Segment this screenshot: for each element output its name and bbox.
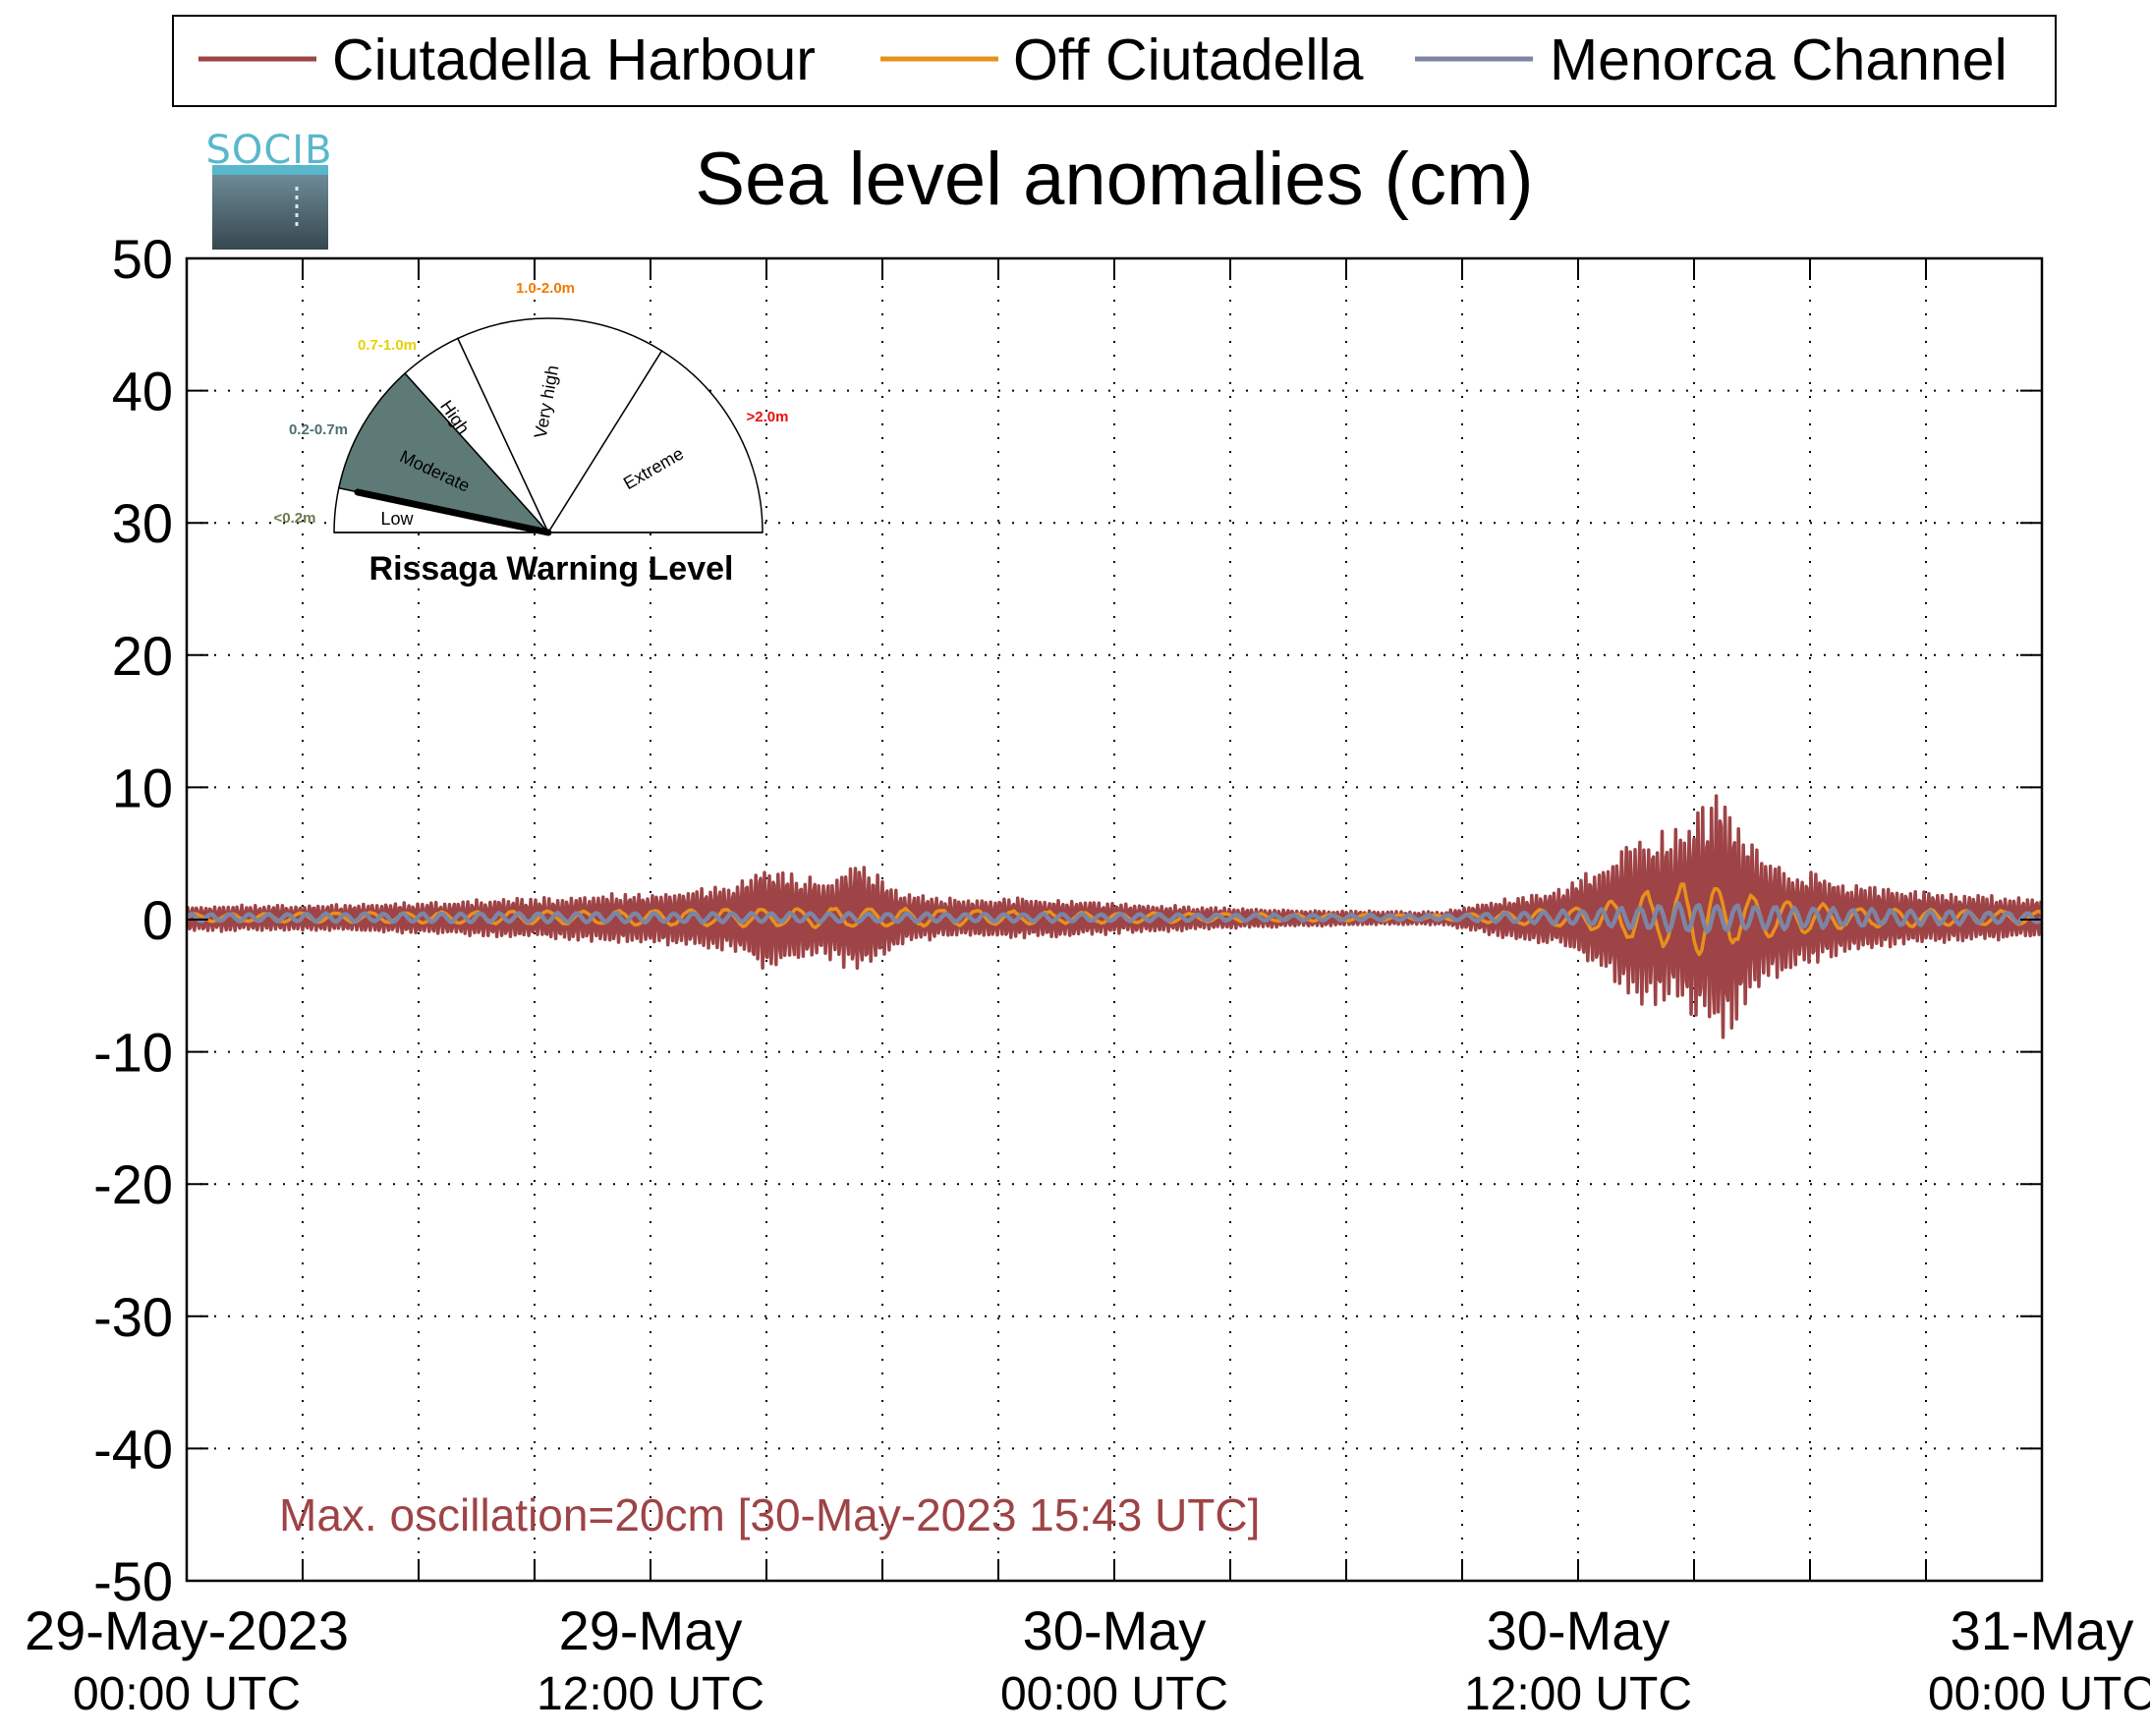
gauge-sector-moderate [337,371,551,534]
socib-logo: SOCIB [205,128,332,250]
series-layer [187,794,2042,1039]
x-tick-label-date: 29-May-2023 [25,1599,349,1661]
x-tick-label-time: 00:00 UTC [1928,1668,2150,1720]
x-tick-label-date: 29-May [559,1599,743,1661]
x-tick-label-time: 00:00 UTC [73,1668,301,1720]
max-oscillation-annotation: Max. oscillation=20cm [30-May-2023 15:43… [279,1489,1260,1540]
gauge-title: Rissaga Warning Level [369,550,734,588]
y-tick-label: 10 [112,756,173,818]
x-axis-tick-labels: 29-May-2023 00:00 UTC 29-May 12:00 UTC 30-Ma… [25,1599,2150,1720]
x-tick-label-date: 30-May [1023,1599,1207,1661]
socib-logo-block [212,175,328,250]
gauge-range-low: <0.2m [274,510,316,527]
legend-label-menorca-channel: Menorca Channel [1550,28,2008,92]
y-tick-label: -30 [93,1286,173,1348]
y-tick-label: -40 [93,1418,173,1480]
axis-ticks [187,257,2042,1582]
x-tick-label-date: 31-May [1951,1599,2134,1661]
x-tick-label-time: 12:00 UTC [1464,1668,1692,1720]
gauge-range-high: 0.7-1.0m [358,337,417,354]
gauge-sectors [333,317,764,534]
y-tick-label: -50 [93,1550,173,1612]
rissaga-warning-gauge: Rissaga Warning Level Low Moderate High … [274,280,789,588]
series-line-ciutadella-harbour [187,794,2042,1039]
gauge-sector-very-high [456,317,663,534]
y-tick-label: -10 [93,1022,173,1084]
gauge-range-extreme: >2.0m [747,409,789,425]
gauge-range-moderate: 0.2-0.7m [289,421,348,438]
legend-label-off-ciutadella: Off Ciutadella [1013,28,1364,92]
socib-logo-band [212,165,328,175]
series-line-off-ciutadella [187,882,2042,957]
y-axis-tick-labels: 50 40 30 20 10 0 -10 -20 -30 -40 -50 [93,228,173,1612]
legend-label-ciutadella-harbour: Ciutadella Harbour [332,28,816,92]
y-tick-label: 30 [112,492,173,554]
legend: Ciutadella Harbour Off Ciutadella Menorc… [172,15,2057,107]
series-line-menorca-channel [187,901,2042,934]
gauge-range-very-high: 1.0-2.0m [516,280,575,297]
x-tick-label-date: 30-May [1487,1599,1670,1661]
gauge-sector-extreme [546,350,764,533]
gauge-needle [354,488,552,536]
chart-title: Sea level anomalies (cm) [695,138,1533,221]
y-tick-label: -20 [93,1153,173,1215]
x-tick-label-time: 00:00 UTC [1000,1668,1228,1720]
y-tick-label: 40 [112,361,173,422]
y-tick-label: 20 [112,625,173,687]
y-tick-label: 50 [112,228,173,290]
x-tick-label-time: 12:00 UTC [537,1668,764,1720]
gauge-sector-low-label: Low [380,509,414,529]
y-tick-label: 0 [142,889,173,951]
legend-frame [172,15,2057,107]
